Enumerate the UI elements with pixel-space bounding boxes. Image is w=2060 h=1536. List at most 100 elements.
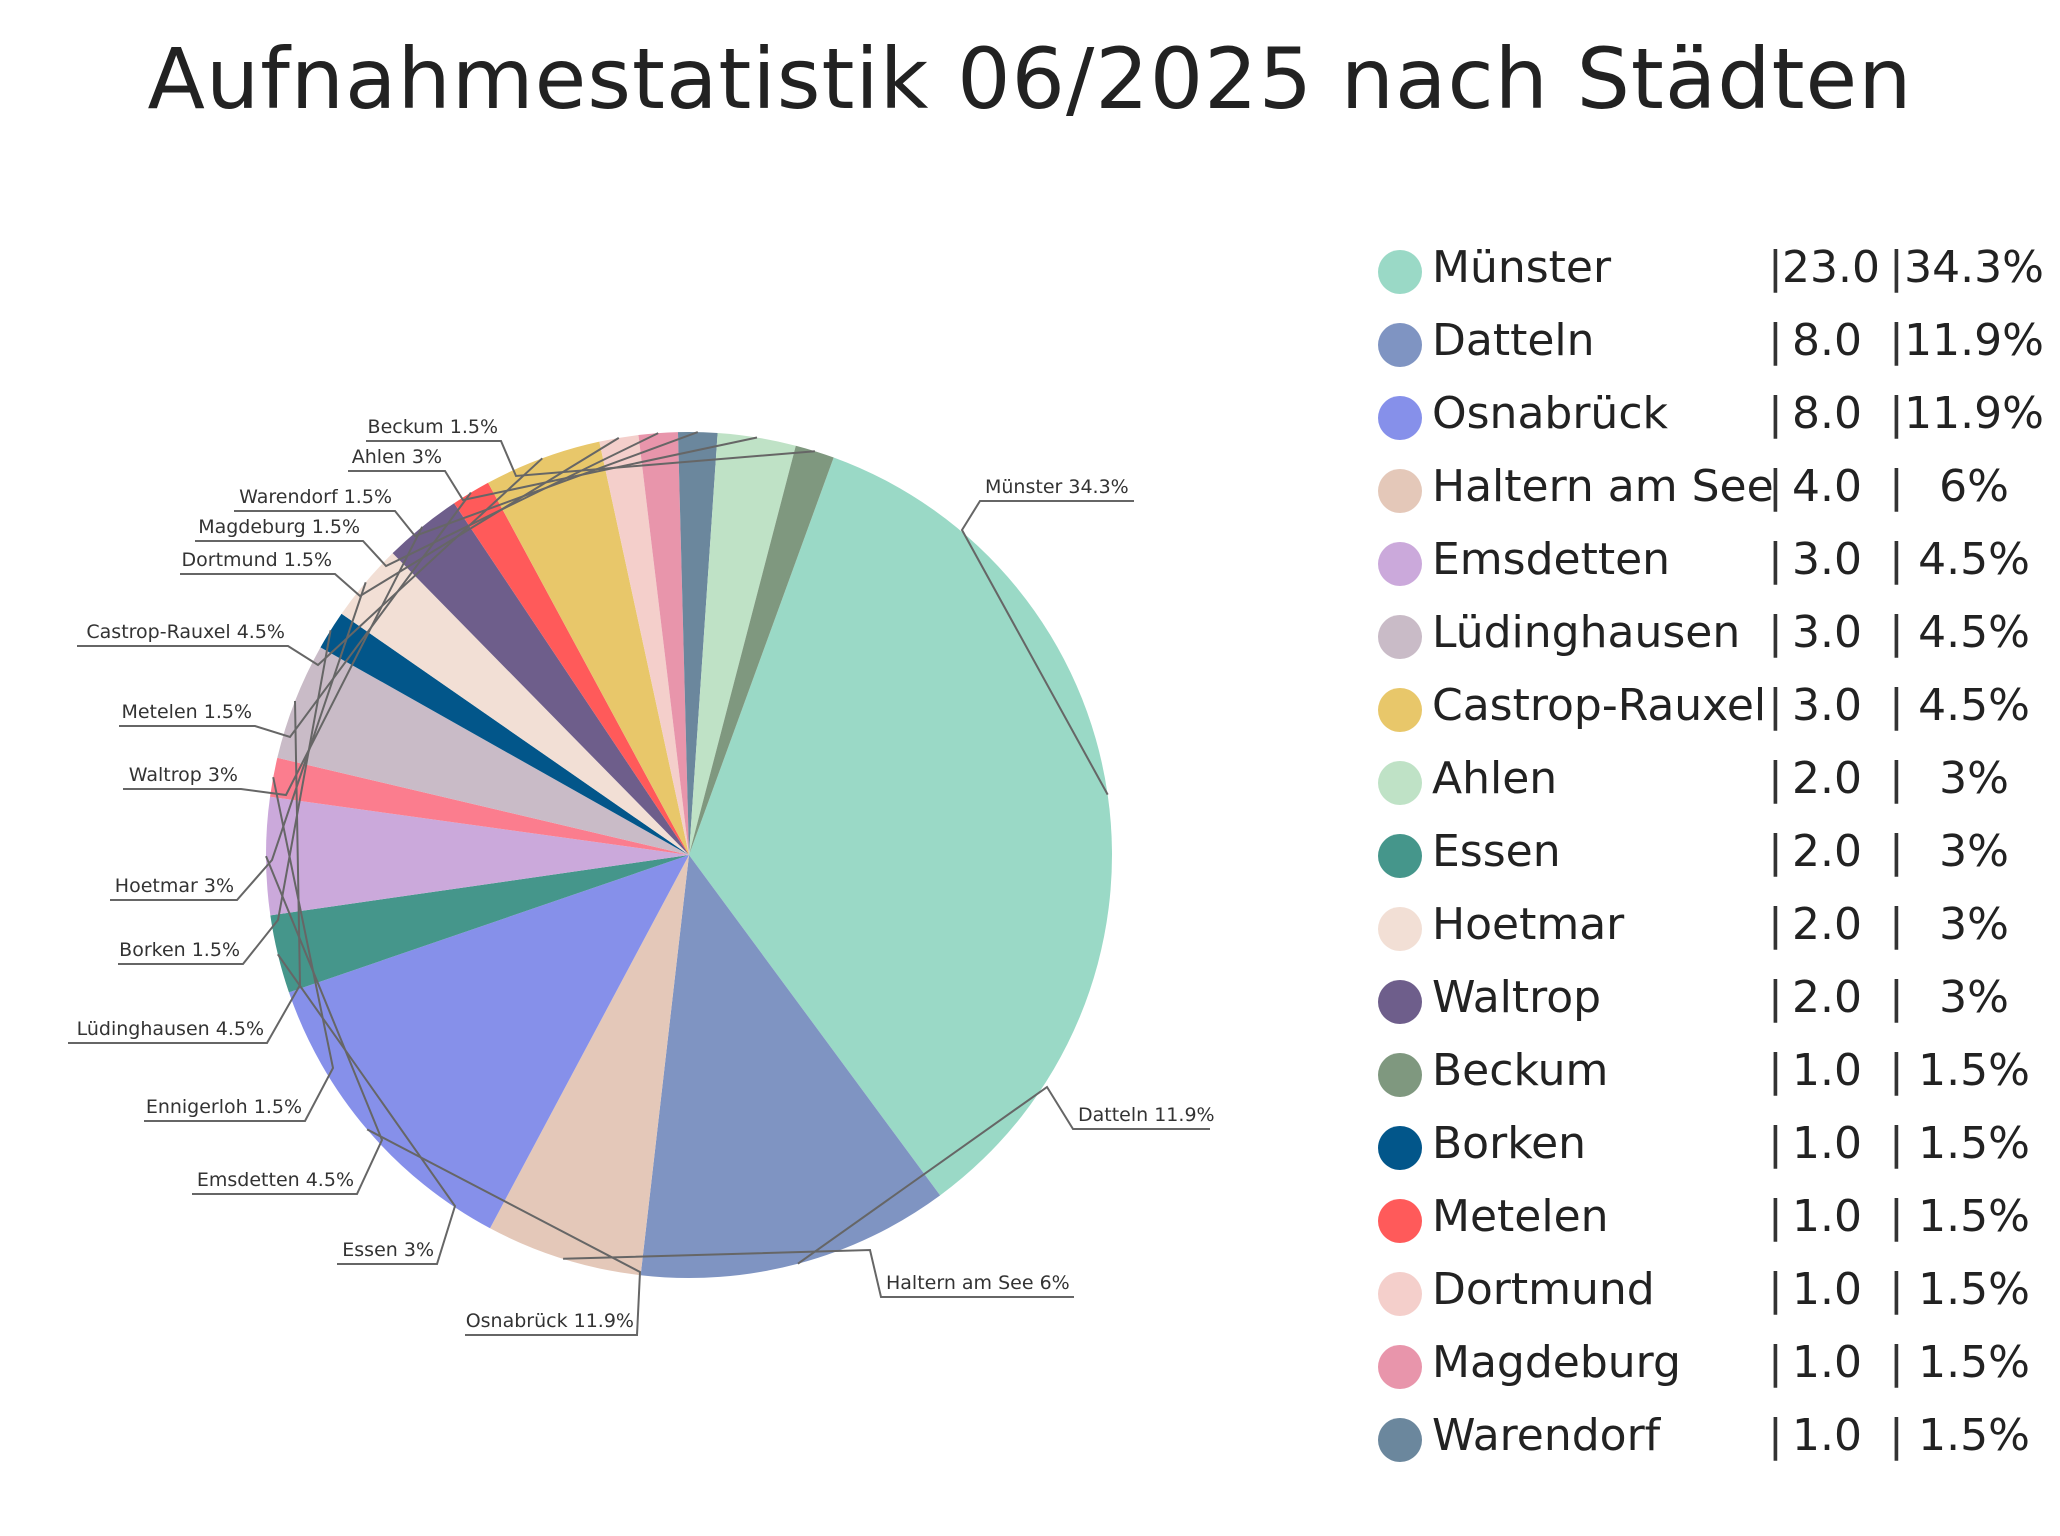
legend-label: Münster [1432, 242, 1612, 293]
slice-label-metelen: Metelen 1.5% [121, 701, 252, 723]
legend-percent: 6% [1939, 461, 2009, 512]
leader-line-beckum [366, 440, 815, 478]
legend-label: Warendorf [1432, 1410, 1661, 1461]
legend-swatch [1378, 250, 1422, 294]
legend-separator: | [1889, 242, 1904, 293]
leader-line-waltrop [123, 526, 424, 797]
leader-line-castrop-rauxel [77, 457, 543, 667]
pie-slice-essen [270, 855, 689, 993]
legend-label: Borken [1432, 1118, 1587, 1169]
legend-swatch [1378, 542, 1422, 586]
leader-line-essen [276, 953, 457, 1265]
legend-separator: | [1768, 1410, 1783, 1461]
legend-swatch [1378, 980, 1422, 1024]
slice-label-warendorf: Warendorf 1.5% [239, 486, 392, 508]
leader-line-ennigerloh [144, 776, 335, 1122]
legend-item-ludinghausen: Lüdinghausen | 3.0 | 4.5% [1378, 603, 2058, 676]
legend-separator: | [1889, 315, 1904, 366]
legend-separator: | [1768, 899, 1783, 950]
legend-label: Ahlen [1432, 753, 1558, 804]
legend-value: 23.0 [1782, 242, 1880, 293]
slice-labels: Münster 34.3% Datteln 11.9% Haltern am See… [77, 416, 1215, 1332]
legend-separator: | [1768, 315, 1783, 366]
legend-separator: | [1768, 826, 1783, 877]
legend-item-waltrop: Waltrop | 2.0 | 3% [1378, 968, 2058, 1041]
legend-separator: | [1768, 753, 1783, 804]
legend-percent: 1.5% [1918, 1191, 2030, 1242]
legend-percent: 1.5% [1918, 1410, 2030, 1461]
legend-separator: | [1768, 461, 1783, 512]
pie-slice-beckum [689, 445, 834, 855]
legend-percent: 3% [1939, 753, 2009, 804]
legend-item-dortmund: Dortmund | 1.0 | 1.5% [1378, 1260, 2058, 1333]
legend-percent: 1.5% [1918, 1118, 2030, 1169]
slice-label-ludinghausen: Lüdinghausen 4.5% [77, 1018, 264, 1040]
legend-separator: | [1889, 972, 1904, 1023]
legend-separator: | [1889, 899, 1904, 950]
legend-separator: | [1889, 826, 1904, 877]
leader-line-osnabruck [366, 1128, 642, 1336]
pie-slices [266, 431, 1112, 1278]
legend-separator: | [1768, 1191, 1783, 1242]
legend-swatch [1378, 1053, 1422, 1097]
legend-separator: | [1768, 1118, 1783, 1169]
legend-value: 4.0 [1792, 461, 1862, 512]
slice-label-munster: Münster 34.3% [985, 476, 1129, 498]
legend-percent: 1.5% [1918, 1264, 2030, 1315]
slice-label-magdeburg: Magdeburg 1.5% [198, 516, 360, 538]
legend-swatch [1378, 1126, 1422, 1170]
legend-label: Datteln [1432, 315, 1595, 366]
legend-percent: 3% [1939, 972, 2009, 1023]
pie-slice-castrop-rauxel [488, 441, 689, 855]
slice-label-hoetmar: Hoetmar 3% [115, 875, 234, 897]
legend-percent: 3% [1939, 826, 2009, 877]
leader-line-hoetmar [110, 581, 367, 901]
legend-separator: | [1889, 1337, 1904, 1388]
legend-item-ahlen: Ahlen | 2.0 | 3% [1378, 749, 2058, 822]
slice-label-ahlen: Ahlen 3% [352, 446, 442, 468]
legend-separator: | [1889, 1264, 1904, 1315]
leader-line-emsdetten [192, 855, 384, 1195]
legend-separator: | [1889, 753, 1904, 804]
legend-value: 1.0 [1792, 1410, 1862, 1461]
chart-title: Aufnahmestatistik 06/2025 nach Städten [147, 30, 1913, 128]
legend-swatch [1378, 907, 1422, 951]
legend-value: 1.0 [1792, 1264, 1862, 1315]
legend-separator: | [1768, 680, 1783, 731]
leader-line-magdeburg [195, 432, 659, 568]
slice-label-dortmund: Dortmund 1.5% [182, 549, 332, 571]
legend-separator: | [1768, 388, 1783, 439]
legend-label: Metelen [1432, 1191, 1609, 1242]
legend-swatch [1378, 761, 1422, 805]
legend-percent: 4.5% [1918, 680, 2030, 731]
legend-item-datteln: Datteln | 8.0 | 11.9% [1378, 311, 2058, 384]
slice-label-ennigerloh: Ennigerloh 1.5% [146, 1096, 302, 1118]
legend-percent: 4.5% [1918, 534, 2030, 585]
legend-separator: | [1889, 1118, 1904, 1169]
leader-line-metelen [119, 492, 472, 739]
legend-separator: | [1768, 1045, 1783, 1096]
legend-value: 8.0 [1792, 388, 1862, 439]
legend-label: Beckum [1432, 1045, 1609, 1096]
legend-item-munster: Münster | 23.0 | 34.3% [1378, 238, 2058, 311]
pie-slice-emsdetten [266, 796, 689, 916]
legend-swatch [1378, 1199, 1422, 1243]
legend-label: Castrop-Rauxel [1432, 680, 1767, 731]
legend-value: 2.0 [1792, 826, 1862, 877]
legend-swatch [1378, 834, 1422, 878]
slice-label-essen: Essen 3% [342, 1239, 434, 1261]
slice-label-osnabruck: Osnabrück 11.9% [466, 1310, 634, 1332]
slice-label-borken: Borken 1.5% [119, 939, 240, 961]
pie-slice-ennigerloh [270, 757, 689, 855]
legend-separator: | [1889, 680, 1904, 731]
slice-label-emsdetten: Emsdetten 4.5% [197, 1169, 354, 1191]
pie-slice-osnabruck [288, 855, 689, 1229]
legend-percent: 4.5% [1918, 607, 2030, 658]
legend-value: 2.0 [1792, 753, 1862, 804]
legend-value: 1.0 [1792, 1191, 1862, 1242]
legend-separator: | [1889, 534, 1904, 585]
legend-value: 3.0 [1792, 607, 1862, 658]
legend-value: 2.0 [1792, 972, 1862, 1023]
leader-line-datteln [797, 1085, 1210, 1265]
